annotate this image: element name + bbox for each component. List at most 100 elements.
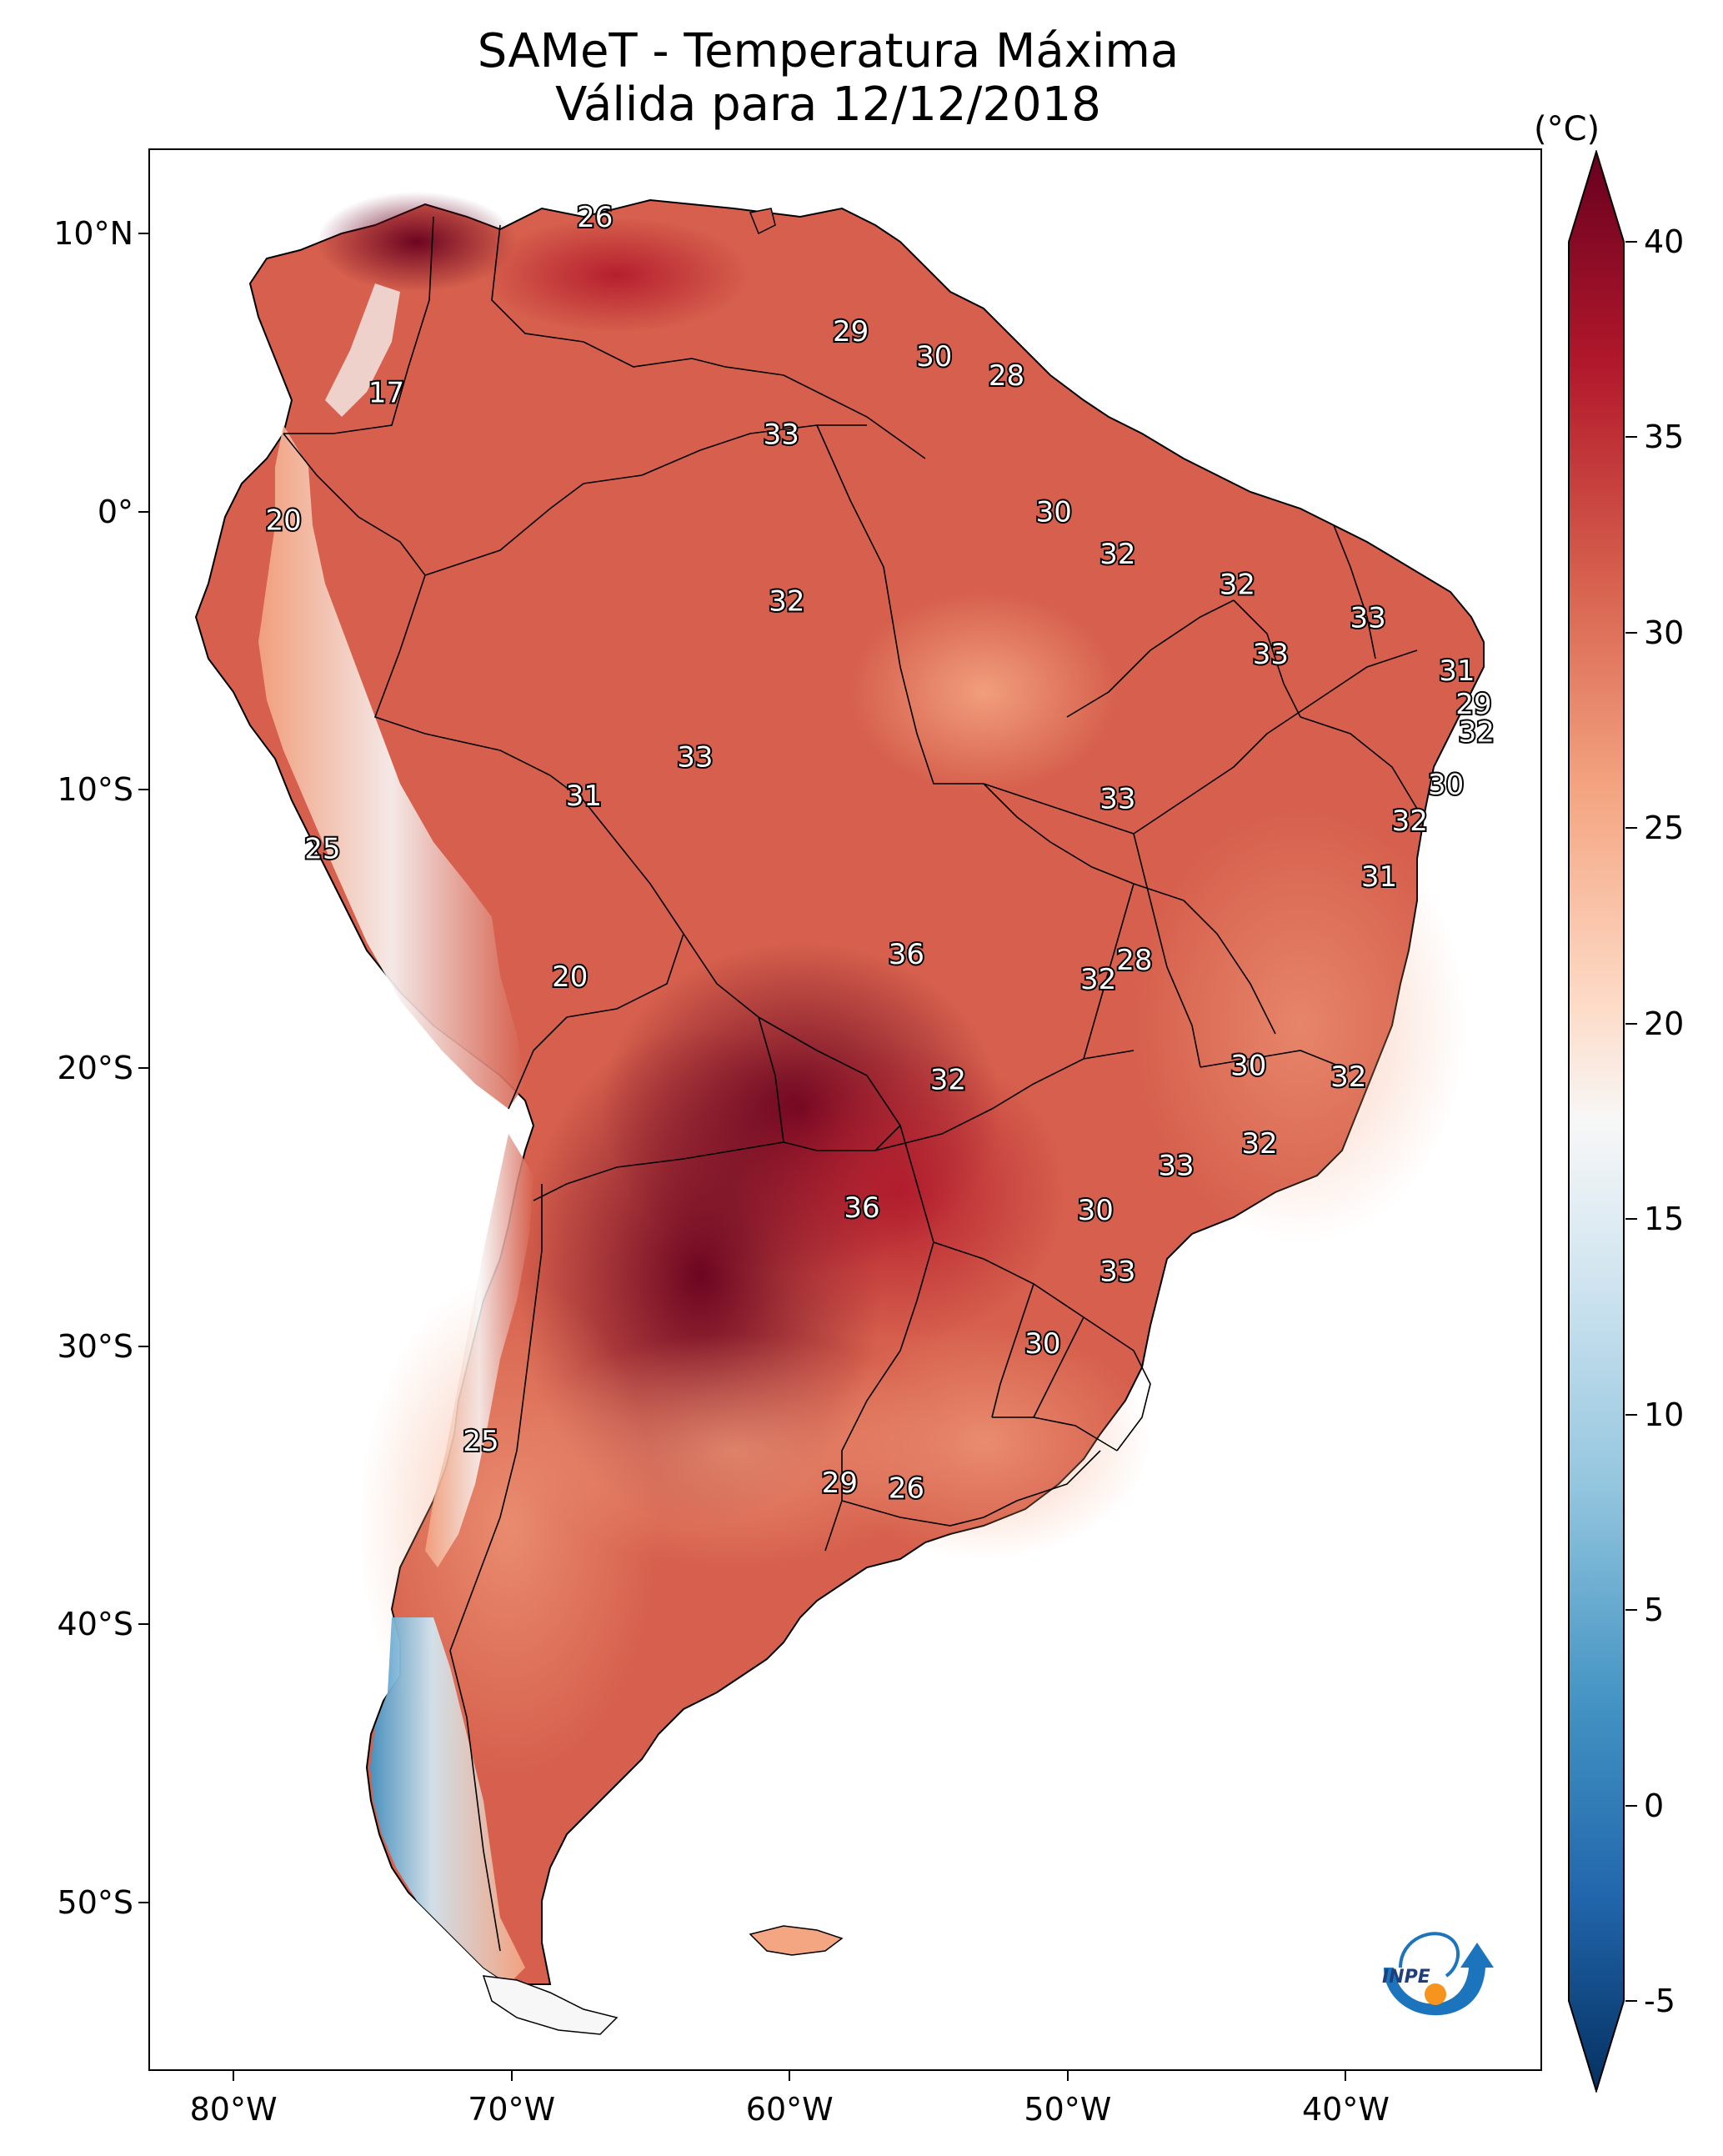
- lon-tick: [1345, 2069, 1347, 2081]
- contour-label: 32: [930, 1063, 966, 1096]
- lat-tick: [138, 510, 150, 513]
- colorbar-tick-label: 10: [1644, 1396, 1685, 1433]
- contour-label: 33: [1099, 782, 1135, 815]
- contour-label: 28: [1116, 944, 1152, 977]
- trinidad-island: [749, 208, 776, 235]
- contour-label: 29: [822, 1467, 858, 1500]
- contour-label: 32: [1459, 715, 1495, 749]
- colorbar-gradient: [1568, 150, 1625, 2093]
- colorbar-tick: [1625, 436, 1637, 439]
- lat-tick-label: 10°N: [53, 215, 133, 253]
- contour-label: 26: [577, 201, 613, 234]
- contour-label: 30: [1024, 1327, 1060, 1361]
- tierra-del-fuego: [482, 1975, 619, 2035]
- colorbar-tick: [1625, 2000, 1637, 2002]
- contour-label: 26: [889, 1472, 924, 1506]
- logo-arrow-icon: [1384, 1943, 1494, 2016]
- contour-label: 29: [833, 315, 869, 348]
- lon-tick-label: 70°W: [468, 2091, 556, 2128]
- lon-tick-label: 40°W: [1302, 2091, 1390, 2128]
- lat-tick: [138, 1901, 150, 1903]
- contour-label: 30: [1078, 1194, 1114, 1227]
- lon-tick-label: 50°W: [1024, 2091, 1112, 2128]
- lat-tick-label: 0°: [97, 493, 133, 530]
- contour-label: 32: [1330, 1060, 1366, 1094]
- lat-tick: [138, 1345, 150, 1347]
- inpe-logo: INPE: [1382, 1932, 1494, 2016]
- colorbar-tick-label: 30: [1644, 614, 1685, 651]
- contour-label: 20: [265, 504, 301, 538]
- colorbar-tick-label: 25: [1644, 810, 1685, 847]
- lon-tick-label: 80°W: [189, 2091, 278, 2128]
- logo-text: INPE: [1382, 1967, 1430, 1988]
- contour-label: 20: [552, 960, 588, 994]
- map-subtitle: Válida para 12/12/2018: [555, 78, 1101, 132]
- lat-tick-label: 50°S: [57, 1883, 133, 1921]
- contour-label: 32: [1080, 963, 1116, 996]
- contour-label: 17: [368, 376, 404, 409]
- contour-label: 32: [1241, 1127, 1277, 1161]
- contour-label: 31: [1361, 860, 1397, 894]
- contour-label: 32: [1220, 568, 1255, 601]
- colorbar-tick: [1625, 631, 1637, 634]
- lon-tick: [510, 2069, 513, 2081]
- colorbar-tick-label: -5: [1644, 1983, 1675, 2019]
- andes-band: [258, 425, 525, 1109]
- contour-label: 31: [566, 780, 602, 813]
- contour-label: 33: [677, 740, 713, 774]
- temperature-field: [317, 192, 1467, 1776]
- map-plot-area: 26 17 29 30 28 33 20 30 32 32 32 33 33 31 29 32 33 31 33 30…: [148, 148, 1542, 2071]
- contour-label: 36: [844, 1191, 879, 1225]
- contour-label: 33: [1158, 1150, 1194, 1183]
- contour-label: 30: [1036, 496, 1072, 529]
- colorbar-tick-label: 35: [1644, 419, 1685, 456]
- logo-dot-icon: [1425, 1983, 1446, 2005]
- colorbar-tick: [1625, 1609, 1637, 1612]
- contour-label: 36: [889, 938, 924, 971]
- lat-tick: [138, 789, 150, 791]
- contour-label: 32: [769, 584, 804, 618]
- logo-orbit-icon: [1399, 1932, 1460, 1978]
- colorbar-tick: [1625, 827, 1637, 830]
- lon-tick: [789, 2069, 791, 2081]
- andes-band-south: [425, 1134, 533, 1567]
- contour-label: 32: [1392, 805, 1428, 838]
- contour-label: 33: [1350, 601, 1386, 634]
- colorbar-tick: [1625, 1218, 1637, 1221]
- lat-tick-label: 30°S: [57, 1327, 133, 1365]
- colorbar-tick-label: 20: [1644, 1005, 1685, 1042]
- colorbar-tick-label: 40: [1644, 223, 1685, 260]
- country-borders: [283, 216, 1418, 1952]
- contour-label: 33: [1253, 638, 1289, 671]
- contour-label: 25: [463, 1425, 498, 1458]
- northern-andes-cool: [325, 283, 400, 417]
- contour-label: 28: [989, 359, 1024, 393]
- colorbar-tick-label: 15: [1644, 1201, 1685, 1238]
- colorbar-unit: (°C): [1534, 110, 1600, 148]
- lon-tick-label: 60°W: [745, 2091, 834, 2128]
- contour-label: 32: [1099, 538, 1135, 571]
- contour-label: 30: [1428, 769, 1464, 802]
- colorbar-tick-label: 5: [1644, 1592, 1665, 1629]
- lat-tick: [138, 233, 150, 235]
- lat-tick-label: 10°S: [57, 771, 133, 809]
- lon-tick: [1066, 2069, 1069, 2081]
- lat-tick: [138, 1623, 150, 1626]
- colorbar-tick: [1625, 1413, 1637, 1416]
- contour-label: 25: [304, 832, 340, 865]
- contour-label: 31: [1439, 654, 1475, 688]
- colorbar-tick: [1625, 241, 1637, 243]
- lat-tick-label: 40°S: [57, 1606, 133, 1643]
- colorbar-tick: [1625, 1804, 1637, 1807]
- lat-tick-label: 20°S: [57, 1049, 133, 1086]
- colorbar-tick-label: 0: [1644, 1787, 1665, 1824]
- lon-tick: [233, 2069, 235, 2081]
- patagonia-band: [370, 1617, 525, 1984]
- colorbar: [1568, 150, 1625, 2093]
- colorbar-tick: [1625, 1022, 1637, 1025]
- contour-label: 30: [1230, 1050, 1266, 1083]
- falkland-islands: [749, 1925, 844, 1956]
